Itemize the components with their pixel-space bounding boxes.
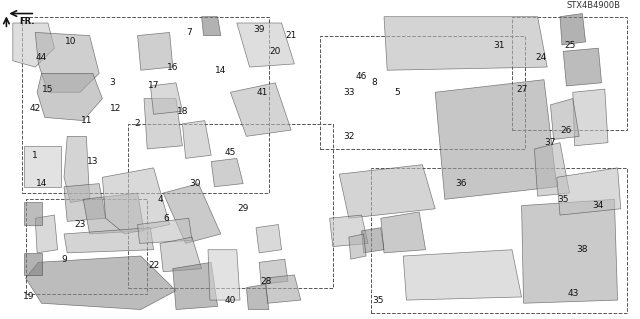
Polygon shape bbox=[534, 143, 570, 196]
Text: 16: 16 bbox=[167, 63, 179, 71]
Polygon shape bbox=[330, 215, 368, 247]
Polygon shape bbox=[349, 234, 366, 259]
Text: STX4B4900B: STX4B4900B bbox=[567, 1, 621, 11]
Text: 43: 43 bbox=[567, 289, 579, 298]
Polygon shape bbox=[202, 17, 221, 36]
Polygon shape bbox=[256, 225, 282, 253]
Polygon shape bbox=[160, 237, 202, 272]
Text: 36: 36 bbox=[455, 179, 467, 188]
Polygon shape bbox=[37, 73, 102, 121]
Text: 17: 17 bbox=[148, 81, 159, 91]
Polygon shape bbox=[230, 83, 291, 136]
Polygon shape bbox=[144, 99, 182, 149]
Text: 11: 11 bbox=[81, 116, 92, 125]
Text: 15: 15 bbox=[42, 85, 54, 93]
Text: 34: 34 bbox=[593, 201, 604, 210]
Text: 27: 27 bbox=[516, 85, 527, 93]
Text: 6: 6 bbox=[164, 214, 169, 223]
Polygon shape bbox=[560, 13, 586, 45]
Text: 30: 30 bbox=[189, 179, 201, 188]
Polygon shape bbox=[563, 48, 602, 86]
Text: 38: 38 bbox=[577, 245, 588, 254]
Text: 12: 12 bbox=[109, 103, 121, 113]
Polygon shape bbox=[24, 146, 61, 187]
Polygon shape bbox=[26, 256, 176, 309]
Polygon shape bbox=[403, 250, 522, 300]
Text: 4: 4 bbox=[157, 195, 163, 204]
Text: 20: 20 bbox=[269, 47, 281, 56]
Text: 29: 29 bbox=[237, 204, 249, 213]
Polygon shape bbox=[573, 89, 608, 146]
Polygon shape bbox=[24, 203, 42, 225]
Text: 44: 44 bbox=[36, 53, 47, 62]
Text: 39: 39 bbox=[253, 25, 265, 34]
Polygon shape bbox=[259, 259, 288, 284]
Polygon shape bbox=[182, 121, 211, 159]
Polygon shape bbox=[435, 80, 557, 199]
Polygon shape bbox=[35, 33, 99, 92]
Text: 31: 31 bbox=[493, 41, 505, 49]
Polygon shape bbox=[550, 99, 579, 139]
Polygon shape bbox=[173, 262, 218, 309]
Polygon shape bbox=[362, 228, 384, 253]
Text: 10: 10 bbox=[65, 37, 76, 46]
Text: 14: 14 bbox=[215, 66, 227, 75]
Polygon shape bbox=[35, 215, 58, 253]
Polygon shape bbox=[557, 168, 621, 215]
Text: 26: 26 bbox=[561, 126, 572, 135]
Text: 28: 28 bbox=[260, 277, 271, 286]
Polygon shape bbox=[64, 184, 106, 221]
Text: FR.: FR. bbox=[19, 17, 35, 26]
Text: 13: 13 bbox=[87, 157, 99, 166]
Text: 46: 46 bbox=[356, 72, 367, 81]
Polygon shape bbox=[13, 23, 54, 67]
Text: 8: 8 bbox=[372, 78, 377, 87]
Polygon shape bbox=[102, 168, 170, 234]
Text: 40: 40 bbox=[225, 296, 236, 305]
Text: 9: 9 bbox=[61, 255, 67, 264]
Text: 33: 33 bbox=[343, 88, 355, 97]
Text: 25: 25 bbox=[564, 41, 575, 49]
Polygon shape bbox=[381, 212, 426, 253]
Text: 7: 7 bbox=[186, 28, 191, 37]
Text: 41: 41 bbox=[257, 88, 268, 97]
Text: 24: 24 bbox=[535, 53, 547, 62]
Polygon shape bbox=[83, 193, 144, 234]
Text: 32: 32 bbox=[343, 132, 355, 141]
Polygon shape bbox=[246, 284, 269, 309]
Text: 18: 18 bbox=[177, 107, 188, 116]
Text: 2: 2 bbox=[135, 119, 140, 128]
Text: 22: 22 bbox=[148, 261, 159, 270]
Text: 3: 3 bbox=[109, 78, 115, 87]
Polygon shape bbox=[24, 253, 42, 275]
Text: 1: 1 bbox=[33, 151, 38, 160]
Text: 14: 14 bbox=[36, 179, 47, 188]
Polygon shape bbox=[138, 218, 192, 243]
Polygon shape bbox=[384, 17, 547, 70]
Text: 23: 23 bbox=[74, 220, 86, 229]
Polygon shape bbox=[163, 184, 221, 243]
Polygon shape bbox=[237, 23, 294, 67]
Text: 35: 35 bbox=[557, 195, 569, 204]
Polygon shape bbox=[522, 199, 618, 303]
Text: 37: 37 bbox=[545, 138, 556, 147]
Polygon shape bbox=[138, 33, 173, 70]
Polygon shape bbox=[208, 250, 240, 300]
Text: 19: 19 bbox=[23, 293, 35, 301]
Text: 21: 21 bbox=[285, 31, 297, 40]
Polygon shape bbox=[211, 159, 243, 187]
Polygon shape bbox=[266, 275, 301, 303]
Text: 5: 5 bbox=[394, 88, 399, 97]
Polygon shape bbox=[339, 165, 435, 218]
Polygon shape bbox=[64, 228, 154, 253]
Text: 35: 35 bbox=[372, 296, 383, 305]
Polygon shape bbox=[64, 136, 90, 203]
Polygon shape bbox=[150, 83, 182, 114]
Text: 45: 45 bbox=[225, 148, 236, 157]
Text: 42: 42 bbox=[29, 103, 41, 113]
